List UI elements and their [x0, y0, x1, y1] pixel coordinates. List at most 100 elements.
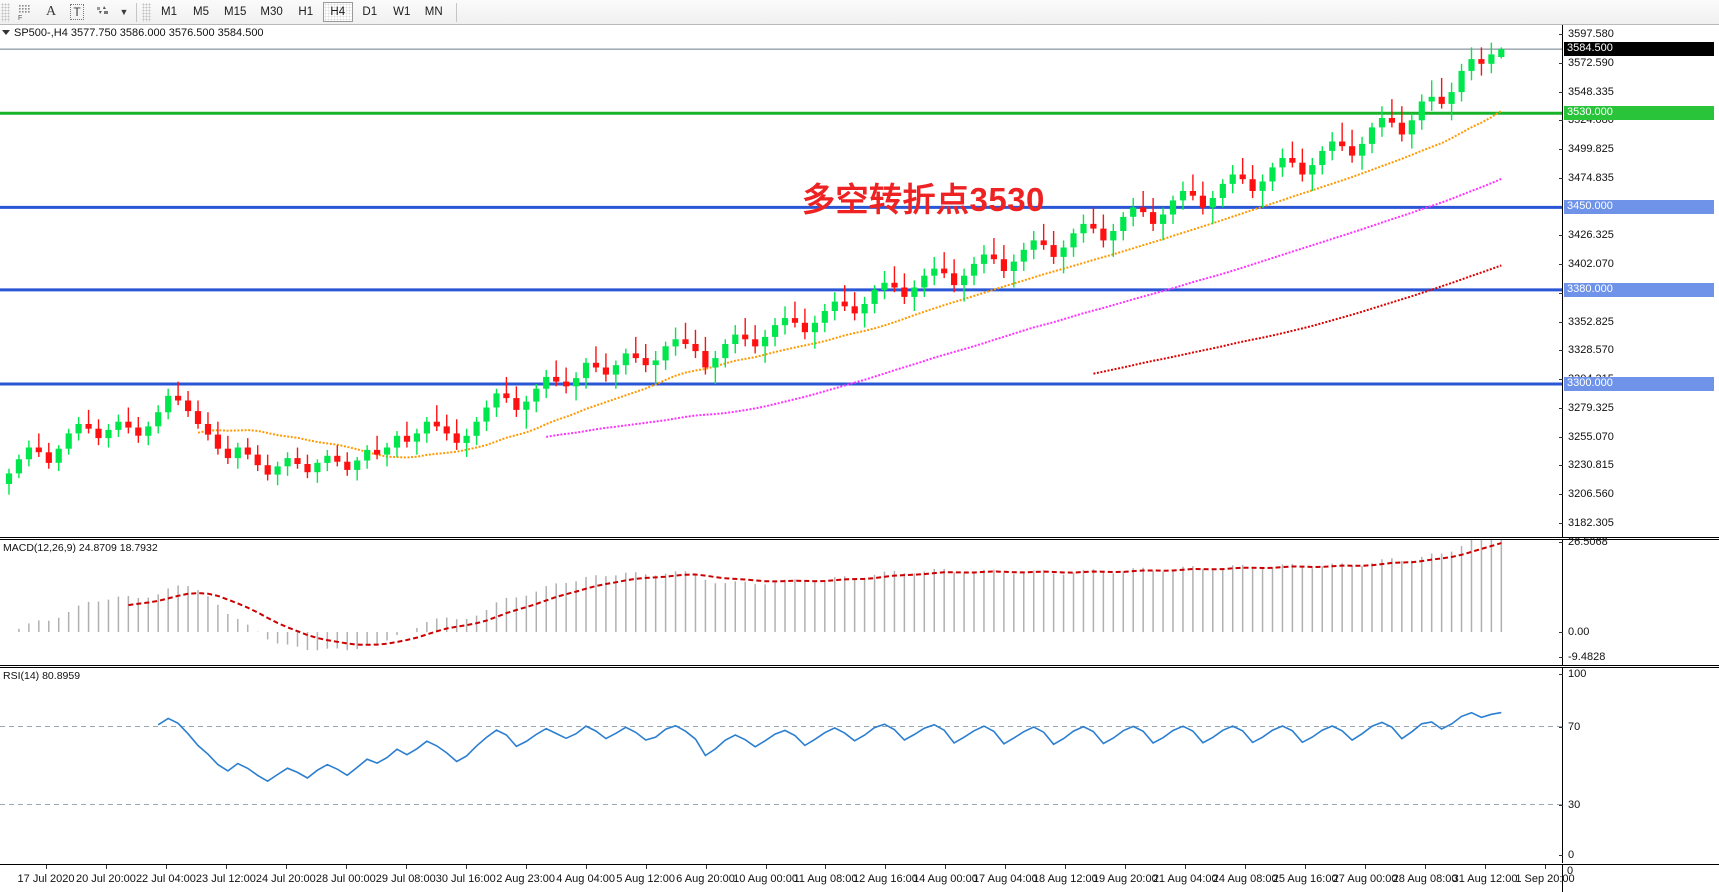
time-tick-mark: [1245, 865, 1247, 869]
time-tick-label: 24 Aug 08:00: [1212, 873, 1278, 885]
macd-tick-label: -9.4828: [1568, 651, 1606, 663]
time-tick-label: 6 Aug 20:00: [676, 873, 735, 885]
timeframe-grip[interactable]: [142, 2, 151, 22]
text-box-icon[interactable]: T: [65, 2, 89, 23]
timeframe-h4[interactable]: H4: [322, 2, 353, 22]
price-tick-label: 3206.560: [1568, 487, 1614, 500]
price-tag-bid: 3584.500: [1564, 42, 1714, 57]
price-plot[interactable]: 多空转折点3530: [0, 25, 1562, 537]
price-tick-label: 3548.335: [1568, 85, 1614, 98]
timeframe-m5[interactable]: M5: [193, 6, 209, 18]
time-tick-label: 27 Aug 00:00: [1332, 873, 1398, 885]
time-tick-label: 28 Jul 00:00: [315, 873, 376, 885]
time-tick-mark: [345, 865, 347, 869]
time-tick-mark: [225, 865, 227, 869]
time-tick-label: 11 Aug 08:00: [793, 873, 858, 885]
price-panel[interactable]: 多空转折点3530 3597.5803572.5903548.3353524.0…: [0, 25, 1719, 537]
time-tick-label: 21 Aug 04:00: [1152, 873, 1218, 885]
price-tag-blue: 3300.000: [1564, 376, 1714, 391]
svg-text:F: F: [18, 15, 22, 20]
price-scale[interactable]: 3597.5803572.5903548.3353524.0803499.825…: [1559, 25, 1719, 537]
price-tick-label: 3474.835: [1568, 172, 1614, 185]
chevron-down-icon[interactable]: ▼: [119, 7, 129, 17]
panel-separator-1: [0, 537, 1719, 540]
time-tick-mark: [945, 865, 947, 869]
time-tick-mark: [46, 865, 47, 869]
text-label-icon[interactable]: A: [45, 4, 57, 19]
panel-separator-2: [0, 665, 1719, 668]
rsi-tick-label: 30: [1568, 798, 1581, 811]
time-tick-mark: [645, 865, 647, 869]
toolbar-grip[interactable]: [1, 2, 10, 22]
symbol-ohlc-text: SP500-,H4 3577.750 3586.000 3576.500 358…: [14, 27, 264, 39]
macd-tick-label: 26.5068: [1568, 536, 1608, 548]
time-tick-mark: [1485, 865, 1487, 869]
price-tick-label: 3426.325: [1568, 229, 1614, 242]
time-tick-mark: [165, 865, 167, 869]
timeframe-h1[interactable]: H1: [298, 6, 314, 18]
time-axis[interactable]: 17 Jul 2020 20 Jul 20:00 22 Jul 04:00 23 Ju…: [0, 864, 1719, 892]
rsi-panel[interactable]: 100 70 30 0 RSI(14) 80.8959: [0, 668, 1719, 863]
time-tick-label: 30 Jul 16:00: [435, 873, 496, 885]
time-tick-mark: [1365, 865, 1367, 869]
rsi-plot[interactable]: [0, 668, 1562, 863]
annotation-text: 多空转折点3530: [802, 181, 1045, 218]
time-tick-mark: [1425, 865, 1427, 869]
timeframe-d1[interactable]: D1: [362, 6, 378, 18]
time-tick-mark: [1185, 865, 1187, 869]
time-tick-label: 18 Aug 12:00: [1032, 873, 1098, 885]
time-tick-label: 4 Aug 04:00: [556, 873, 615, 885]
rsi-scale[interactable]: 100 70 30 0: [1559, 668, 1719, 863]
time-tick-label: 28 Aug 08:00: [1392, 873, 1458, 885]
time-axis-corner: 0: [1562, 865, 1719, 892]
time-tick-label: 22 Jul 04:00: [135, 873, 196, 885]
time-tick-mark: [105, 865, 107, 869]
price-tag-green: 3530.000: [1564, 106, 1714, 121]
price-tick-label: 3572.590: [1568, 57, 1614, 70]
macd-plot[interactable]: [0, 540, 1562, 665]
time-tick-mark: [1125, 865, 1127, 869]
timeframe-m1[interactable]: M1: [161, 6, 177, 18]
time-tick-mark: [765, 865, 767, 869]
crosshair-icon[interactable]: F: [13, 2, 37, 23]
rsi-label: RSI(14) 80.8959: [3, 670, 81, 682]
time-tick-label: 19 Aug 20:00: [1092, 873, 1158, 885]
price-tag-blue: 3380.000: [1564, 282, 1714, 297]
price-tick-label: 3279.325: [1568, 402, 1614, 415]
price-tick-label: 3182.305: [1568, 516, 1614, 529]
time-tick-mark: [1005, 865, 1007, 869]
macd-label: MACD(12,26,9) 24.8709 18.7932: [3, 542, 158, 554]
timeframe-m15[interactable]: M15: [224, 6, 247, 18]
macd-scale[interactable]: 26.5068 0.00 -9.4828: [1559, 536, 1719, 665]
macd-tick-label: 0.00: [1568, 626, 1590, 639]
time-tick-label: 14 Aug 00:00: [912, 873, 978, 885]
time-tick-mark: [705, 865, 707, 869]
time-tick-mark: [285, 865, 287, 869]
symbol-info-bar: SP500-,H4 3577.750 3586.000 3576.500 358…: [2, 27, 264, 39]
time-tick-label: 10 Aug 00:00: [733, 873, 798, 885]
time-tick-label: 23 Jul 12:00: [195, 873, 256, 885]
chart-area: 多空转折点3530 3597.5803572.5903548.3353524.0…: [0, 25, 1719, 892]
objects-icon[interactable]: [91, 2, 115, 23]
timeframe-mn[interactable]: MN: [424, 6, 443, 18]
time-tick-label: 25 Aug 16:00: [1272, 873, 1338, 885]
timeframe-m30[interactable]: M30: [260, 6, 283, 18]
time-tick-label: 17 Aug 04:00: [972, 873, 1038, 885]
time-tick-label: 2 Aug 23:00: [496, 873, 556, 885]
rsi-tick-label: 70: [1568, 720, 1581, 733]
time-tick-label: 1 Sep 20:00: [1515, 873, 1575, 885]
price-tick-label: 3255.070: [1568, 430, 1614, 443]
price-tick-label: 3352.825: [1568, 315, 1614, 328]
price-tag-blue: 3450.000: [1564, 200, 1714, 215]
time-tick-label: 12 Aug 16:00: [853, 873, 918, 885]
macd-panel[interactable]: 26.5068 0.00 -9.4828 MACD(12,26,9) 24.8709…: [0, 536, 1719, 665]
time-tick-mark: [585, 865, 587, 869]
time-tick-mark: [405, 865, 407, 869]
collapse-triangle-icon[interactable]: [2, 30, 10, 35]
time-tick-mark: [885, 865, 887, 869]
time-tick-label: 17 Jul 2020: [17, 873, 75, 885]
time-tick-label: 5 Aug 12:00: [616, 873, 675, 885]
timeframe-w1[interactable]: W1: [393, 6, 411, 18]
toolbar: F A T ▼ M1 M5 M15 M30 H1 H4 D1 W1 MN: [0, 0, 1719, 25]
